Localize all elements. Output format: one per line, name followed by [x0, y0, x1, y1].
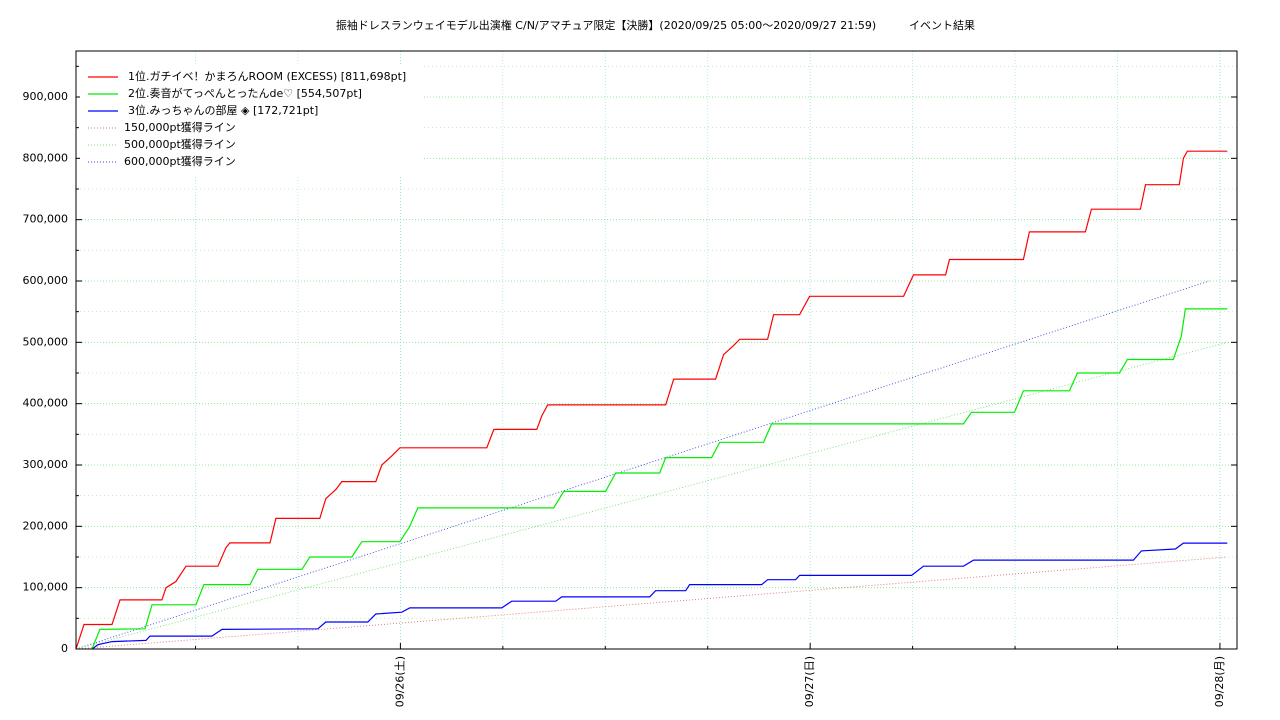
legend-box [80, 64, 424, 176]
x-tick-label: 09/27(日) [803, 656, 816, 707]
y-tick-label: 900,000 [23, 90, 69, 103]
legend-label: 1位.ガチイベ！かまろんROOM (EXCESS) [811,698pt] [128, 69, 406, 83]
y-tick-label: 500,000 [23, 335, 69, 348]
legend-label: 3位.みっちゃんの部屋 ◈ [172,721pt] [128, 103, 318, 117]
plot-frame [75, 50, 1238, 650]
series-line [75, 556, 1228, 650]
legend: 1位.ガチイベ！かまろんROOM (EXCESS) [811,698pt] 2位.… [80, 64, 424, 176]
chart-title: 振袖ドレスランウェイモデル出演権 C/N/アマチュア限定【決勝】(2020/09… [336, 18, 876, 32]
x-tick-label: 09/26(土) [393, 656, 406, 707]
series-line [75, 280, 1210, 650]
y-tick-label: 400,000 [23, 397, 69, 410]
y-tick-label: 700,000 [23, 213, 69, 226]
x-tick-label: 09/28(月) [1213, 656, 1226, 707]
y-tick-label: 600,000 [23, 274, 69, 287]
legend-label: 600,000pt獲得ライン [124, 155, 236, 168]
legend-label: 2位.奏音がてっぺんとったんde♡ [554,507pt] [128, 86, 362, 100]
series-line [75, 341, 1228, 650]
series-line [91, 542, 1228, 650]
y-tick-label: 800,000 [23, 151, 69, 164]
series-line [75, 150, 1228, 650]
series-line [91, 308, 1228, 650]
y-tick-label: 100,000 [23, 581, 69, 594]
y-tick-label: 0 [61, 642, 68, 655]
legend-label: 500,000pt獲得ライン [124, 138, 236, 151]
legend-label: 150,000pt獲得ライン [124, 121, 236, 134]
y-tick-label: 300,000 [23, 458, 69, 471]
chart-subtitle: イベント結果 [909, 18, 975, 32]
y-tick-label: 200,000 [23, 519, 69, 532]
